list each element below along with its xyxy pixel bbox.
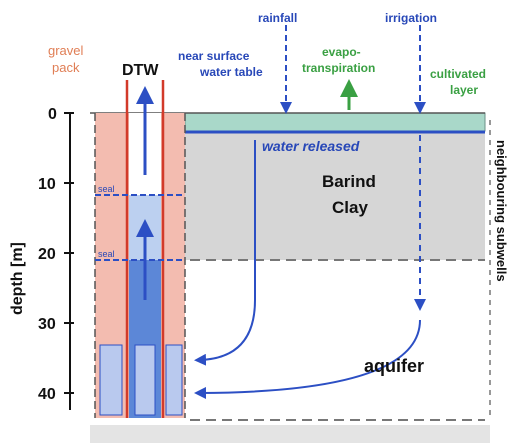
tick-0: 0: [48, 106, 57, 123]
rainfall-label: rainfall: [258, 11, 297, 25]
cultivated-label-1: cultivated: [430, 67, 486, 81]
irrigation-label: irrigation: [385, 11, 437, 25]
tick-20: 20: [38, 246, 56, 263]
neighbouring-label: neighbouring subwells: [494, 140, 509, 282]
near-surface-label-1: near surface: [178, 49, 250, 63]
barind-label-1: Barind: [322, 172, 376, 191]
barind-label-2: Clay: [332, 198, 368, 217]
flow-curve-lower: [194, 319, 421, 399]
depth-axis-ticks: [64, 112, 74, 394]
evapo-label-2: transpiration: [302, 61, 375, 75]
tick-30: 30: [38, 316, 56, 333]
water-released-label: water released: [262, 138, 360, 154]
barind-clay-layer: [185, 130, 485, 260]
depth-axis-label: depth [m]: [9, 242, 26, 315]
aquifer-label: aquifer: [364, 356, 424, 376]
dtw-label: DTW: [122, 62, 159, 79]
screen-left: [99, 344, 123, 416]
gravel-pack-label-1: gravel: [48, 43, 84, 58]
screen-center: [134, 344, 156, 416]
cultivated-label-2: layer: [450, 83, 478, 97]
tick-40: 40: [38, 386, 56, 403]
bottom-strip: [90, 425, 490, 443]
near-surface-label-2: water table: [199, 65, 263, 79]
tick-10: 10: [38, 176, 56, 193]
flow-curve-upper: [194, 140, 256, 366]
seal-label-1: seal: [98, 184, 115, 194]
screen-right: [165, 344, 183, 416]
evapo-label-1: evapo-: [322, 45, 361, 59]
gravel-pack-label-2: pack: [52, 60, 80, 75]
cultivated-layer: [184, 112, 486, 132]
seal-label-2: seal: [98, 249, 115, 259]
